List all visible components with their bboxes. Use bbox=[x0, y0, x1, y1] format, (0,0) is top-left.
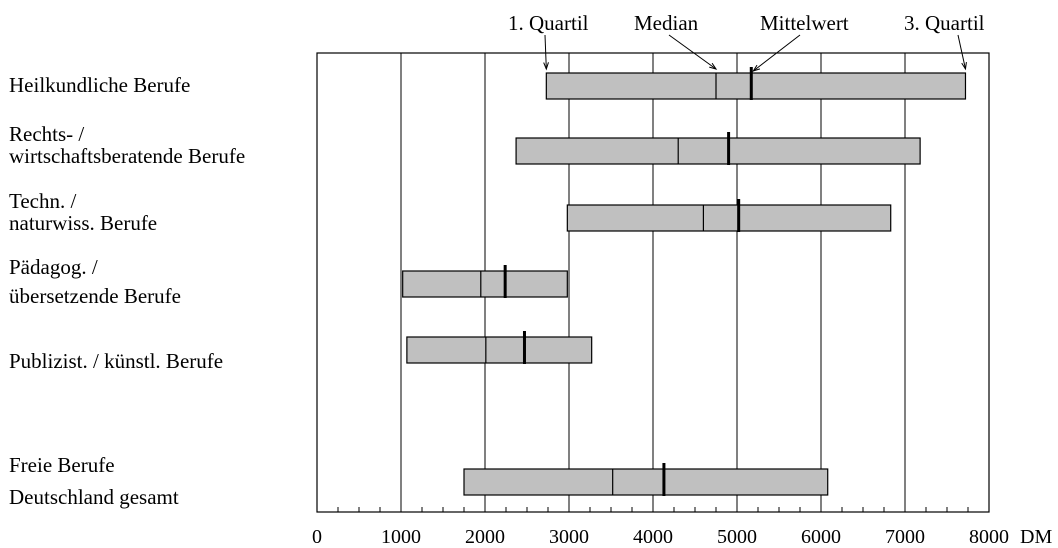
x-tick-label: 5000 bbox=[717, 526, 757, 548]
x-tick-label: 7000 bbox=[885, 526, 925, 548]
row-label: naturwiss. Berufe bbox=[9, 211, 157, 235]
row-label: Freie Berufe bbox=[9, 453, 115, 477]
mean-header-label: Mittelwert bbox=[760, 11, 849, 35]
unit-label: DM bbox=[1020, 526, 1052, 548]
median-header-label: Median bbox=[634, 11, 699, 35]
row-bar bbox=[545, 67, 967, 100]
x-axis-ticks: 0 1000 2000 3000 4000 5000 6000 7000 8000 bbox=[312, 507, 1009, 548]
row-bar bbox=[406, 331, 593, 364]
x-tick-label: 0 bbox=[312, 526, 322, 548]
row-label: Rechts- / bbox=[9, 122, 84, 146]
quartile-box bbox=[515, 137, 921, 165]
q1-header-label: 1. Quartil bbox=[508, 11, 589, 35]
row-bar bbox=[402, 265, 568, 298]
bars bbox=[402, 67, 967, 496]
row-label: Deutschland gesamt bbox=[9, 485, 179, 509]
legend-header: 1. Quartil Median Mittelwert 3. Quartil bbox=[508, 11, 985, 35]
q3-header-label: 3. Quartil bbox=[904, 11, 985, 35]
x-tick-label: 3000 bbox=[549, 526, 589, 548]
grid-lines bbox=[400, 53, 906, 512]
row-label: übersetzende Berufe bbox=[9, 284, 181, 308]
x-tick-label: 4000 bbox=[633, 526, 673, 548]
row-bar bbox=[566, 199, 892, 232]
x-tick-label: 8000 bbox=[969, 526, 1009, 548]
row-bar bbox=[515, 132, 921, 165]
row-label: Heilkundliche Berufe bbox=[9, 73, 190, 97]
plot-frame bbox=[316, 52, 990, 513]
quartile-box bbox=[402, 270, 568, 298]
row-bar bbox=[463, 463, 829, 496]
q3-pointer bbox=[957, 34, 967, 71]
x-tick-label: 1000 bbox=[381, 526, 421, 548]
quartile-box bbox=[406, 336, 593, 364]
x-tick-label: 6000 bbox=[801, 526, 841, 548]
row-label: Techn. / bbox=[9, 189, 77, 213]
header-pointers bbox=[543, 34, 967, 72]
row-label: Pädagog. / bbox=[9, 255, 98, 279]
quartile-box bbox=[463, 468, 829, 496]
quartile-box bbox=[566, 204, 892, 232]
q1-pointer bbox=[543, 34, 549, 71]
row-label: Publizist. / künstl. Berufe bbox=[9, 349, 223, 373]
quartile-box bbox=[545, 72, 967, 100]
mean-pointer bbox=[752, 34, 801, 72]
row-labels: Heilkundliche Berufe Rechts- /wirtschafts… bbox=[9, 73, 245, 509]
median-pointer bbox=[668, 34, 718, 70]
x-tick-label: 2000 bbox=[465, 526, 505, 548]
row-label: wirtschaftsberatende Berufe bbox=[9, 144, 245, 168]
